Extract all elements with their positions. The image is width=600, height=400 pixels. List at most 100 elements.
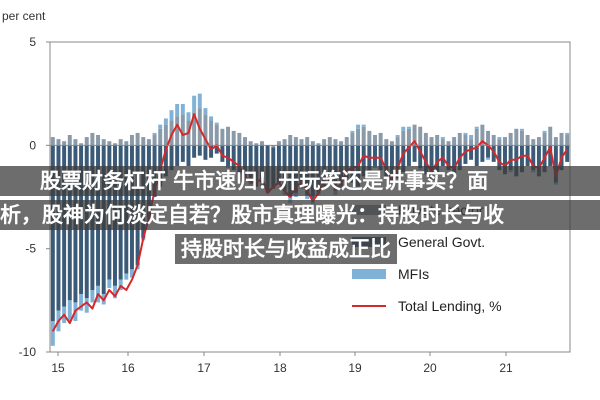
bar-general-govt bbox=[220, 145, 225, 162]
bar-private-sector bbox=[50, 137, 55, 146]
bar-private-sector bbox=[519, 130, 524, 146]
bar-general-govt bbox=[231, 145, 236, 171]
bar-private-sector bbox=[129, 135, 134, 146]
bar-private-sector bbox=[491, 135, 496, 146]
legend-general-govt-label: General Govt. bbox=[398, 234, 485, 250]
bar-general-govt bbox=[180, 145, 185, 162]
overlay-banner-3[interactable]: 持股时长与收益成正比 bbox=[175, 234, 397, 264]
y-tick-label: -10 bbox=[19, 345, 37, 359]
bar-private-sector bbox=[243, 137, 247, 146]
bar-general-govt bbox=[327, 145, 332, 183]
bar-private-sector bbox=[474, 128, 479, 146]
bar-private-sector bbox=[384, 139, 389, 146]
y-tick-label: 0 bbox=[29, 138, 36, 152]
bar-private-sector bbox=[248, 141, 253, 146]
bar-private-sector bbox=[113, 143, 117, 146]
bar-mfis bbox=[209, 116, 214, 121]
x-tick-label: 19 bbox=[348, 361, 362, 375]
bar-private-sector bbox=[395, 137, 400, 146]
bar-private-sector bbox=[373, 135, 377, 146]
bar-general-govt bbox=[508, 145, 513, 171]
bar-mfis bbox=[406, 126, 411, 129]
bar-general-govt bbox=[548, 145, 553, 166]
bar-private-sector bbox=[497, 139, 502, 146]
bar-private-sector bbox=[67, 135, 72, 146]
bar-general-govt bbox=[531, 145, 536, 171]
bar-mfis bbox=[361, 124, 366, 127]
bar-general-govt bbox=[565, 145, 570, 162]
bar-private-sector bbox=[316, 143, 321, 146]
bar-mfis bbox=[203, 108, 208, 115]
bar-general-govt bbox=[474, 145, 479, 166]
bar-private-sector bbox=[406, 128, 411, 146]
bar-private-sector bbox=[124, 141, 129, 146]
bar-private-sector bbox=[288, 135, 293, 146]
bar-mfis bbox=[305, 194, 310, 200]
bar-private-sector bbox=[480, 124, 485, 146]
y-axis-label: per cent bbox=[2, 9, 46, 23]
bar-private-sector bbox=[327, 137, 332, 146]
bar-mfis bbox=[486, 157, 491, 160]
bar-general-govt bbox=[395, 145, 400, 179]
bar-private-sector bbox=[525, 135, 530, 146]
bar-mfis bbox=[90, 290, 95, 303]
bar-private-sector bbox=[469, 139, 474, 146]
bar-mfis bbox=[214, 122, 219, 125]
x-tick-label: 20 bbox=[423, 361, 437, 375]
bar-general-govt bbox=[412, 145, 417, 162]
bar-mfis bbox=[113, 285, 117, 299]
bar-general-govt bbox=[276, 145, 281, 183]
bar-general-govt bbox=[197, 145, 202, 156]
bar-private-sector bbox=[452, 137, 457, 146]
bar-private-sector bbox=[440, 139, 445, 146]
bar-private-sector bbox=[435, 135, 440, 146]
bar-private-sector bbox=[367, 130, 372, 146]
bar-private-sector bbox=[203, 114, 208, 146]
bar-general-govt bbox=[175, 145, 180, 166]
bar-general-govt bbox=[536, 145, 541, 177]
bar-private-sector bbox=[361, 126, 366, 146]
bar-private-sector bbox=[429, 137, 434, 146]
bar-private-sector bbox=[356, 128, 361, 146]
legend-mfis-swatch bbox=[352, 269, 386, 279]
bar-mfis bbox=[158, 124, 163, 129]
bar-mfis bbox=[129, 269, 134, 278]
bar-general-govt bbox=[486, 145, 491, 158]
bar-private-sector bbox=[378, 132, 383, 146]
bar-private-sector bbox=[310, 141, 315, 146]
bar-private-sector bbox=[158, 128, 163, 146]
bar-private-sector bbox=[305, 137, 310, 146]
bar-general-govt bbox=[237, 145, 242, 173]
bar-mfis bbox=[175, 104, 180, 117]
bar-mfis bbox=[497, 137, 502, 140]
bar-private-sector bbox=[423, 132, 428, 146]
bar-mfis bbox=[401, 126, 406, 131]
overlay-banner-2[interactable]: 析，股神为何淡定自若？股市真理曝光：持股时长与收 bbox=[0, 200, 600, 230]
bar-general-govt bbox=[339, 145, 344, 187]
bar-general-govt bbox=[50, 145, 55, 321]
bar-mfis bbox=[565, 132, 570, 135]
bar-private-sector bbox=[350, 132, 355, 146]
bar-mfis bbox=[356, 124, 361, 129]
bar-private-sector bbox=[486, 130, 491, 146]
x-tick-label: 17 bbox=[197, 361, 211, 375]
bar-private-sector bbox=[514, 128, 519, 146]
overlay-banner-1[interactable]: 股票财务杠杆 牛市速归！开玩笑还是讲事实？面 bbox=[0, 166, 600, 196]
bar-private-sector bbox=[107, 141, 112, 146]
bar-mfis bbox=[163, 118, 168, 125]
bar-general-govt bbox=[361, 145, 366, 177]
overlay-text-3: 持股时长与收益成正比 bbox=[181, 237, 391, 261]
bar-general-govt bbox=[389, 145, 394, 183]
bar-mfis bbox=[350, 130, 355, 133]
bar-mfis bbox=[474, 126, 479, 129]
bar-mfis bbox=[395, 135, 400, 138]
bar-general-govt bbox=[248, 145, 253, 183]
bar-private-sector bbox=[135, 132, 140, 146]
bar-private-sector bbox=[271, 145, 276, 148]
bar-general-govt bbox=[384, 145, 389, 177]
bar-private-sector bbox=[412, 124, 417, 146]
bar-general-govt bbox=[497, 145, 502, 171]
bar-private-sector bbox=[84, 137, 89, 146]
bar-general-govt bbox=[214, 145, 219, 154]
bar-general-govt bbox=[373, 145, 377, 166]
